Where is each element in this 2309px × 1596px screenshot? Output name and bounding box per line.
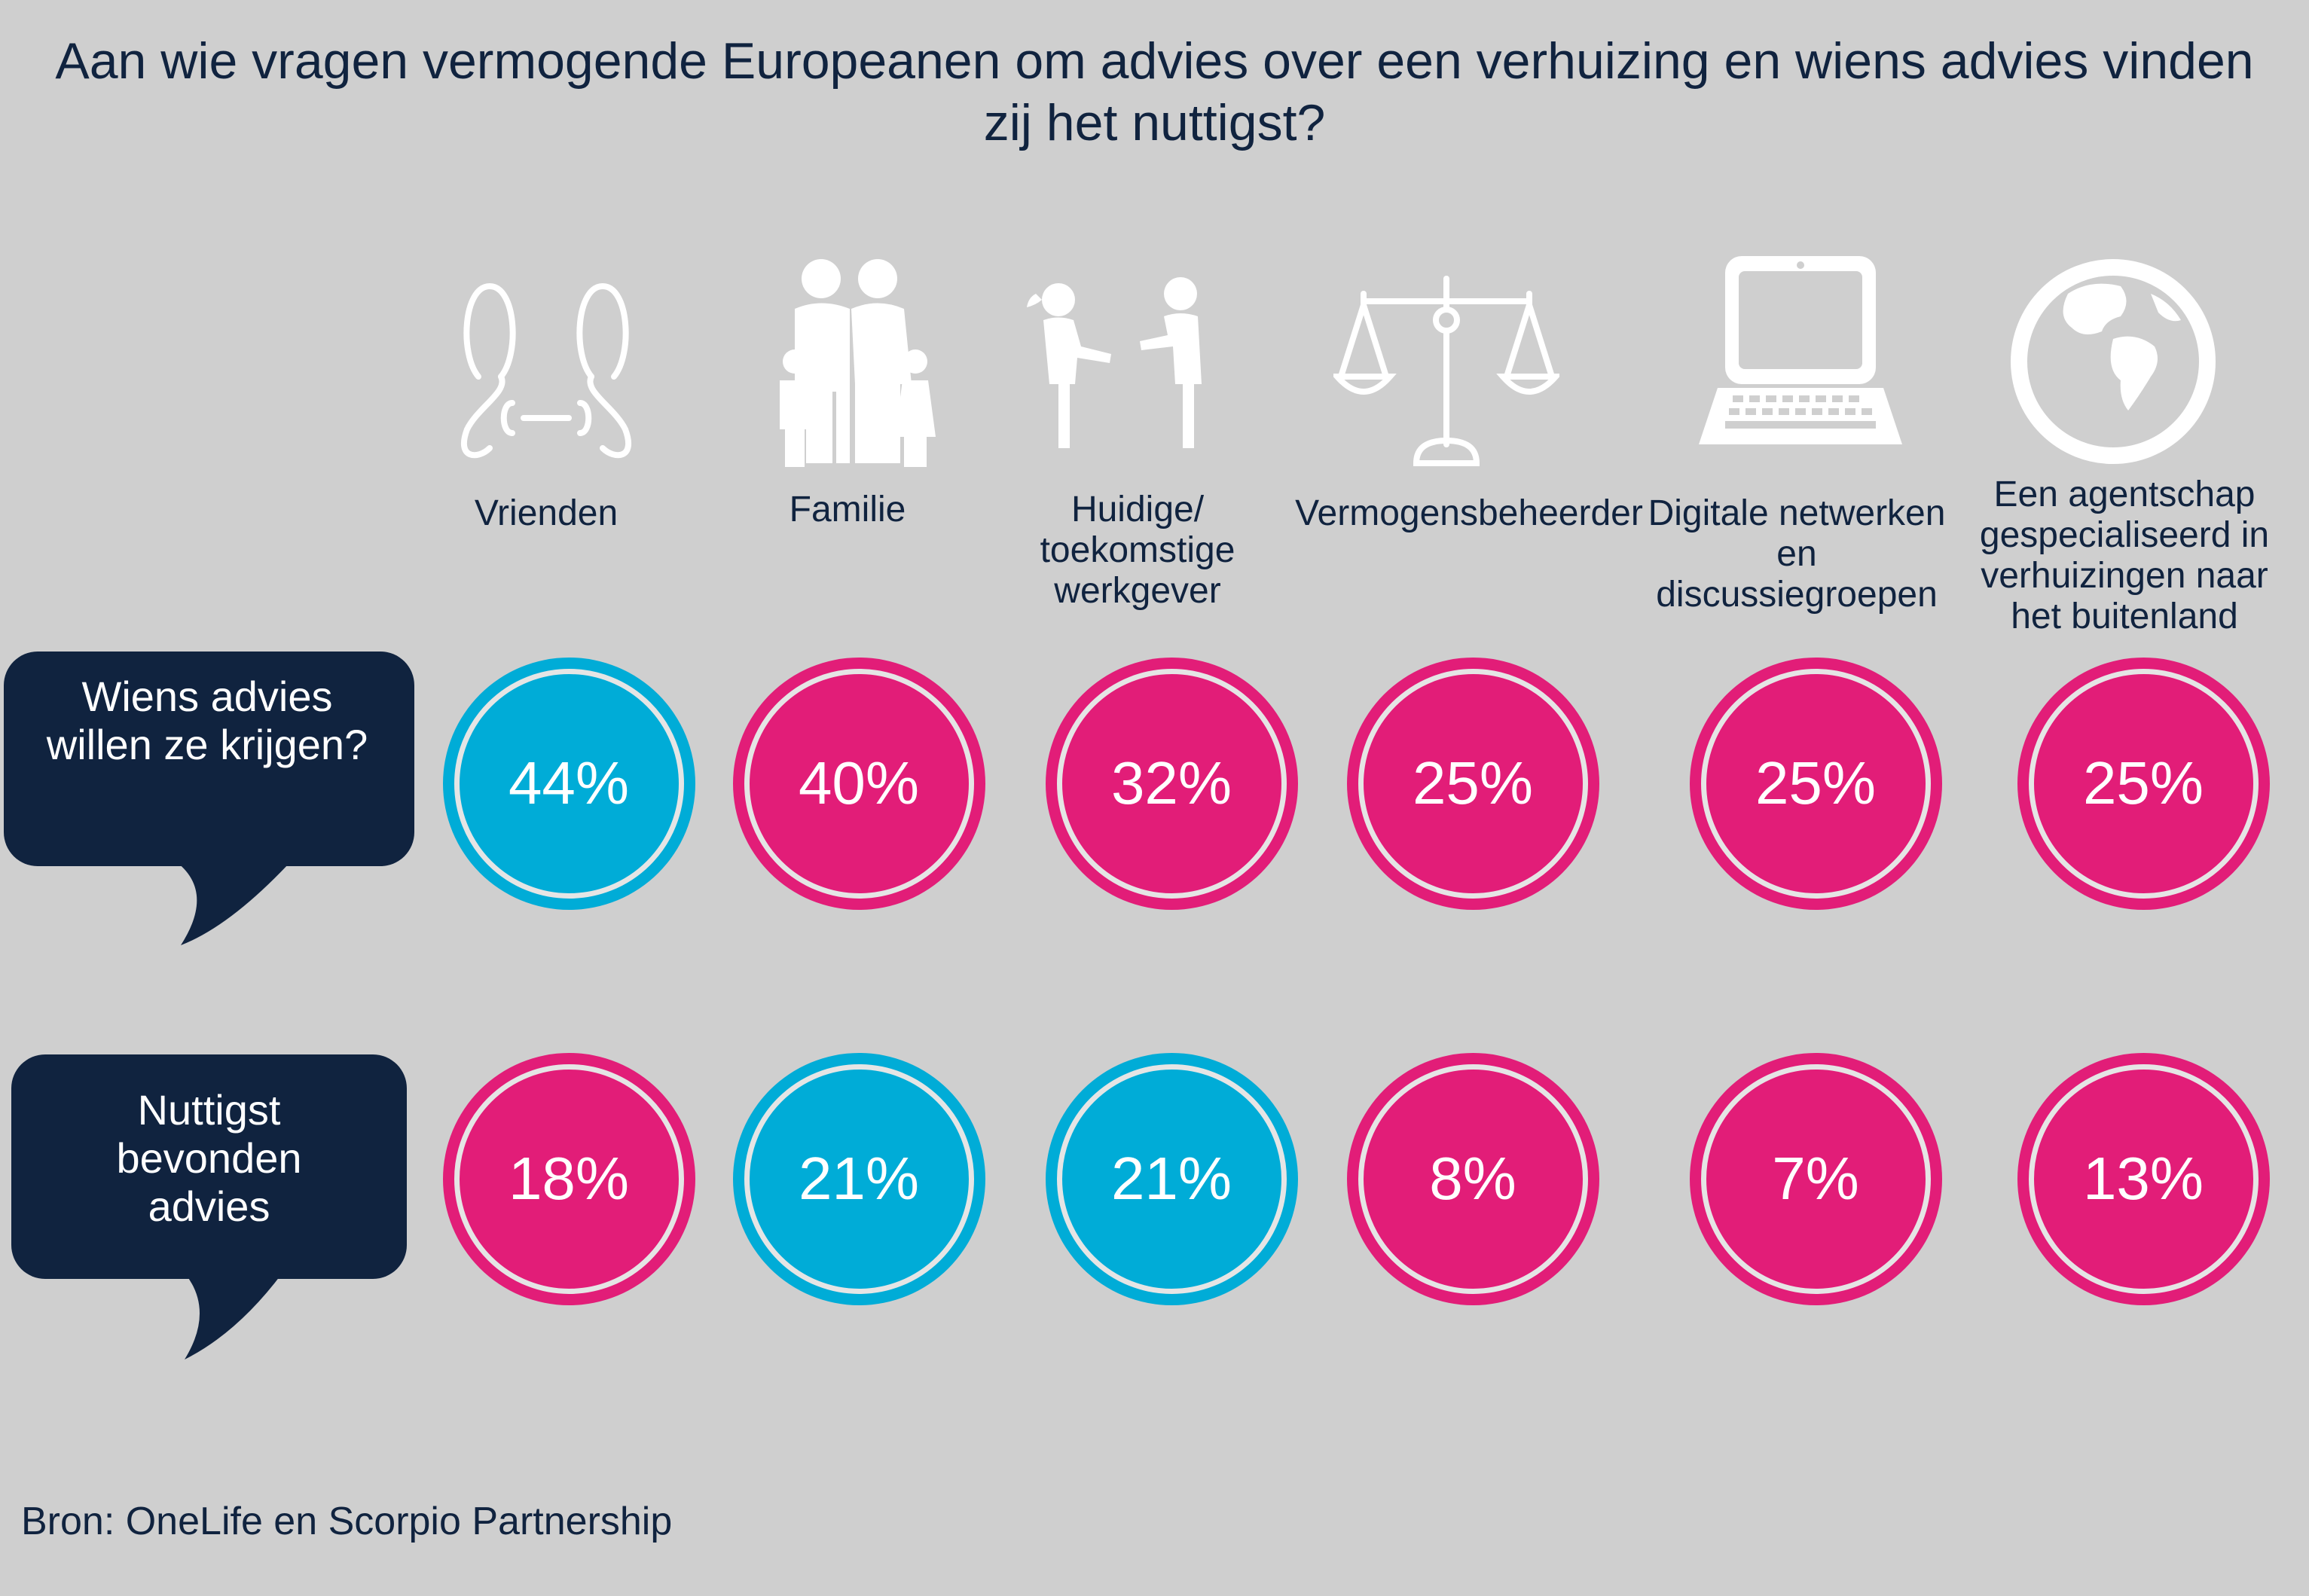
scales-icon: [1330, 264, 1562, 490]
source-note: Bron: OneLife en Scorpio Partnership: [21, 1500, 673, 1543]
value-circle: 21%: [732, 1052, 985, 1305]
row-label: Wiens advies willen ze krijgen?: [46, 673, 368, 768]
category-label: Familie: [789, 490, 906, 529]
friends-icon: [433, 271, 659, 497]
handshake-icon: [1013, 271, 1239, 497]
value-circle: 25%: [2017, 657, 2270, 910]
category-label: Digitale netwerken en discussiegroepen: [1648, 493, 1946, 615]
value-circle: 25%: [1346, 657, 1599, 910]
value-ring: [744, 1063, 974, 1294]
value-circle: 32%: [1045, 657, 1298, 910]
value-label: 32%: [1110, 749, 1232, 816]
value-label: 40%: [798, 749, 920, 816]
category-label: Huidige/ toekomstige werkgever: [1040, 490, 1235, 611]
value-label: 25%: [1412, 749, 1534, 816]
value-label: 25%: [2082, 749, 2204, 816]
family-icon: [753, 256, 979, 482]
row-label: Nuttigst bevonden advies: [116, 1086, 302, 1230]
category-label: Vrienden: [474, 493, 618, 533]
value-label: 25%: [1755, 749, 1877, 816]
value-circle: 18%: [442, 1052, 695, 1305]
category-label: Een agentschap gespecialiseerd in verhui…: [1979, 475, 2270, 636]
value-ring: [2028, 668, 2259, 899]
value-ring: [1700, 1063, 1931, 1294]
value-ring: [1056, 668, 1287, 899]
value-ring: [2028, 1063, 2259, 1294]
value-circle: 40%: [732, 657, 985, 910]
value-ring: [1358, 668, 1588, 899]
value-ring: [454, 1063, 684, 1294]
value-circle: 25%: [1689, 657, 1942, 910]
globe-icon: [2000, 249, 2226, 475]
category-label: Vermogensbeheerder: [1295, 493, 1643, 533]
value-label: 21%: [1110, 1145, 1232, 1212]
value-circle: 8%: [1346, 1052, 1599, 1305]
chart-title: Aan wie vragen vermogende Europeanen om …: [55, 32, 2254, 151]
value-ring: [744, 668, 974, 899]
value-circle: 21%: [1045, 1052, 1298, 1305]
value-circle: 44%: [442, 657, 695, 910]
value-ring: [1358, 1063, 1588, 1294]
value-label: 21%: [798, 1145, 920, 1212]
value-ring: [1056, 1063, 1287, 1294]
value-ring: [454, 668, 684, 899]
row-label-bubble: Wiens advies willen ze krijgen?: [4, 652, 414, 953]
laptop-icon: [1687, 256, 1913, 482]
value-label: 13%: [2082, 1145, 2204, 1212]
value-label: 44%: [508, 749, 630, 816]
value-label: 8%: [1429, 1145, 1516, 1212]
row-label-bubble: Nuttigst bevonden advies: [11, 1054, 418, 1363]
value-label: 18%: [508, 1145, 630, 1212]
value-ring: [1700, 668, 1931, 899]
value-circle: 7%: [1689, 1052, 1942, 1305]
value-label: 7%: [1772, 1145, 1859, 1212]
value-circle: 13%: [2017, 1052, 2270, 1305]
